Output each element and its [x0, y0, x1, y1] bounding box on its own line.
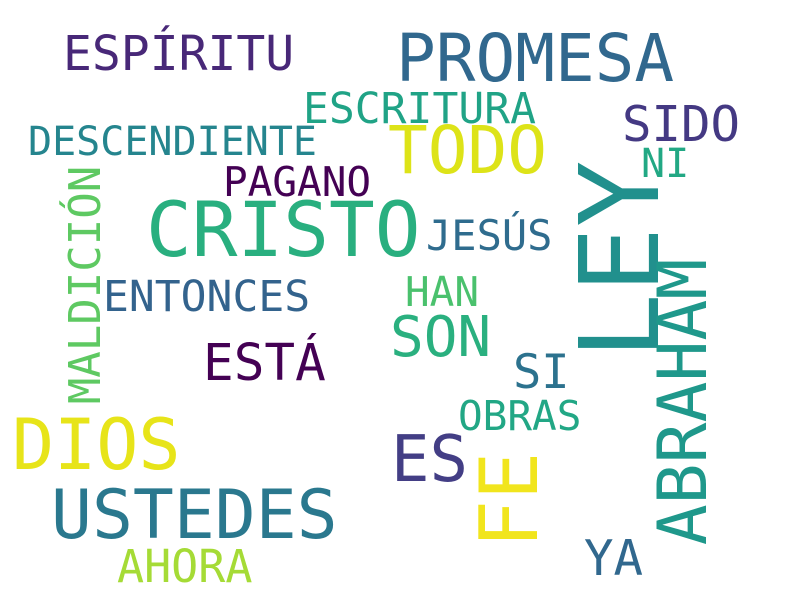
word-si: SI [513, 345, 570, 400]
word-ustedes: USTEDES [51, 476, 338, 555]
word-jesus: JESÚS [426, 211, 553, 260]
word-ni: NI [641, 141, 690, 187]
word-es: ES [391, 423, 469, 497]
word-han: HAN [405, 268, 480, 316]
word-ya: YA [584, 530, 644, 587]
word-esta: ESTÁ [203, 334, 326, 393]
word-ahora: AHORA [117, 540, 253, 593]
word-sido: SIDO [622, 96, 741, 153]
word-pagano: PAGANO [223, 158, 372, 206]
word-son: SON [390, 305, 492, 370]
word-espiritu: ESPÍRITU [63, 26, 295, 82]
word-obras: OBRAS [458, 392, 582, 440]
word-dios: DIOS [12, 404, 181, 486]
word-promesa: PROMESA [396, 20, 675, 97]
word-descendiente: DESCENDIENTE [28, 119, 317, 165]
word-escritura: ESCRITURA [303, 84, 536, 134]
word-todo: TODO [388, 112, 547, 189]
word-fe: FE [463, 451, 556, 549]
word-entonces: ENTONCES [103, 272, 311, 322]
word-cristo: CRISTO [146, 185, 421, 274]
word-maldicion: MALDICIÓN [60, 165, 111, 405]
word-abraham: ABRAHAM [644, 258, 723, 546]
